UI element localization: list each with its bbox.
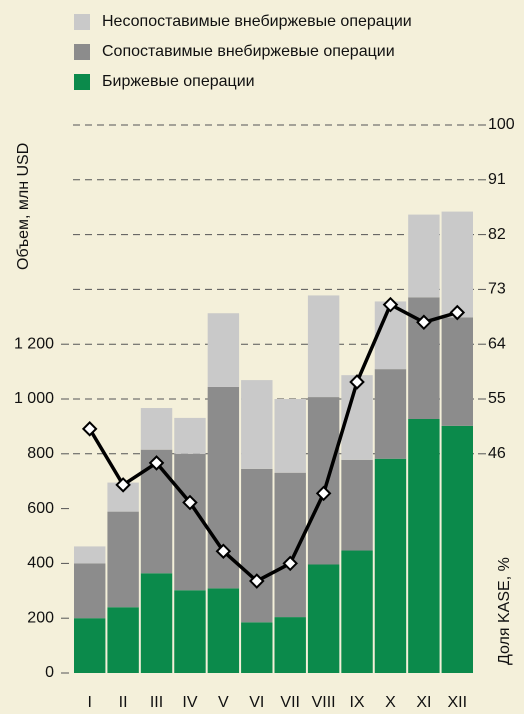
bar-segment (274, 617, 306, 673)
y-tick-label: 800 (27, 445, 54, 462)
bar-segment (140, 408, 173, 450)
x-tick-label: XII (448, 694, 468, 711)
line-marker (416, 314, 432, 331)
legend-label: Несопоставимые внебиржевые операции (102, 13, 412, 30)
bar-segment (441, 317, 473, 426)
y-tick-label: 1 000 (14, 390, 54, 407)
bar-segment (341, 459, 373, 551)
x-tick-label: II (119, 694, 128, 711)
line-marker (182, 494, 198, 511)
bar-segment (174, 417, 206, 454)
legend-swatch (74, 44, 90, 60)
line-marker (282, 555, 298, 572)
bar-segment (74, 563, 106, 619)
bar-segment (274, 399, 306, 473)
bar-segment (408, 419, 440, 673)
legend-label: Биржевые операции (102, 73, 255, 90)
bar-segment (74, 546, 106, 564)
line-marker (115, 477, 131, 493)
y2-tick-label: 46 (488, 445, 506, 462)
bar-segment (441, 211, 473, 318)
bar-segment (374, 458, 407, 673)
y-tick-label: 400 (27, 555, 54, 572)
x-tick-label: XI (416, 694, 431, 711)
y-tick-label: 600 (27, 500, 54, 517)
x-tick-label: IX (349, 694, 364, 711)
bar-segment (307, 397, 340, 565)
y2-tick-label: 64 (488, 335, 506, 352)
legend-swatch (74, 74, 90, 90)
x-tick-label: III (150, 694, 163, 711)
y-tick-label: 1 200 (14, 335, 54, 352)
bar-segment (307, 564, 340, 673)
line (88, 302, 458, 583)
x-tick-label: X (385, 694, 396, 711)
x-tick-label: VI (249, 694, 264, 711)
bar-segment (207, 313, 240, 387)
bar-segment (207, 588, 240, 673)
bar-segment (74, 618, 106, 673)
bar-segment (374, 301, 407, 370)
x-tick-label: IV (182, 694, 197, 711)
line-marker (215, 543, 232, 560)
y2-tick-label: 82 (488, 226, 506, 243)
line-marker (315, 485, 332, 502)
y-tick-label: 200 (27, 609, 54, 626)
bar-segment (241, 468, 273, 623)
x-tick-label: V (218, 694, 229, 711)
legend-swatch (74, 14, 90, 30)
y-axis-label: Объем, млн USD (15, 143, 32, 270)
y2-axis-label: Доля KASE, % (496, 557, 513, 665)
line-marker (349, 374, 365, 390)
y2-tick-label: 55 (488, 390, 506, 407)
line-marker (449, 304, 466, 321)
bar-segment (241, 622, 273, 673)
bar-segment (341, 550, 373, 673)
bar-segment (441, 425, 473, 673)
line-marker (382, 296, 399, 313)
line-marker (148, 455, 165, 471)
x-tick-label: VII (280, 694, 300, 711)
legend-label: Сопоставимые внебиржевые операции (102, 43, 395, 60)
y2-tick-label: 100 (488, 116, 515, 133)
x-tick-label: I (87, 694, 91, 711)
bar-segment (374, 369, 407, 459)
x-tick-label: VIII (312, 694, 336, 711)
bar-segment (107, 607, 139, 673)
bar-segment (241, 380, 273, 469)
bar-segment (140, 573, 173, 673)
y2-tick-label: 91 (488, 171, 506, 188)
y-tick-label: 0 (45, 664, 54, 681)
bar-segment (307, 295, 340, 398)
bar-segment (408, 214, 440, 298)
bar-segment (107, 511, 139, 608)
y2-tick-label: 73 (488, 281, 506, 298)
line-marker (249, 573, 265, 589)
bar-segment (174, 590, 206, 673)
bar-segment (174, 453, 206, 591)
line-marker (81, 421, 98, 437)
bar-segment (274, 472, 306, 618)
